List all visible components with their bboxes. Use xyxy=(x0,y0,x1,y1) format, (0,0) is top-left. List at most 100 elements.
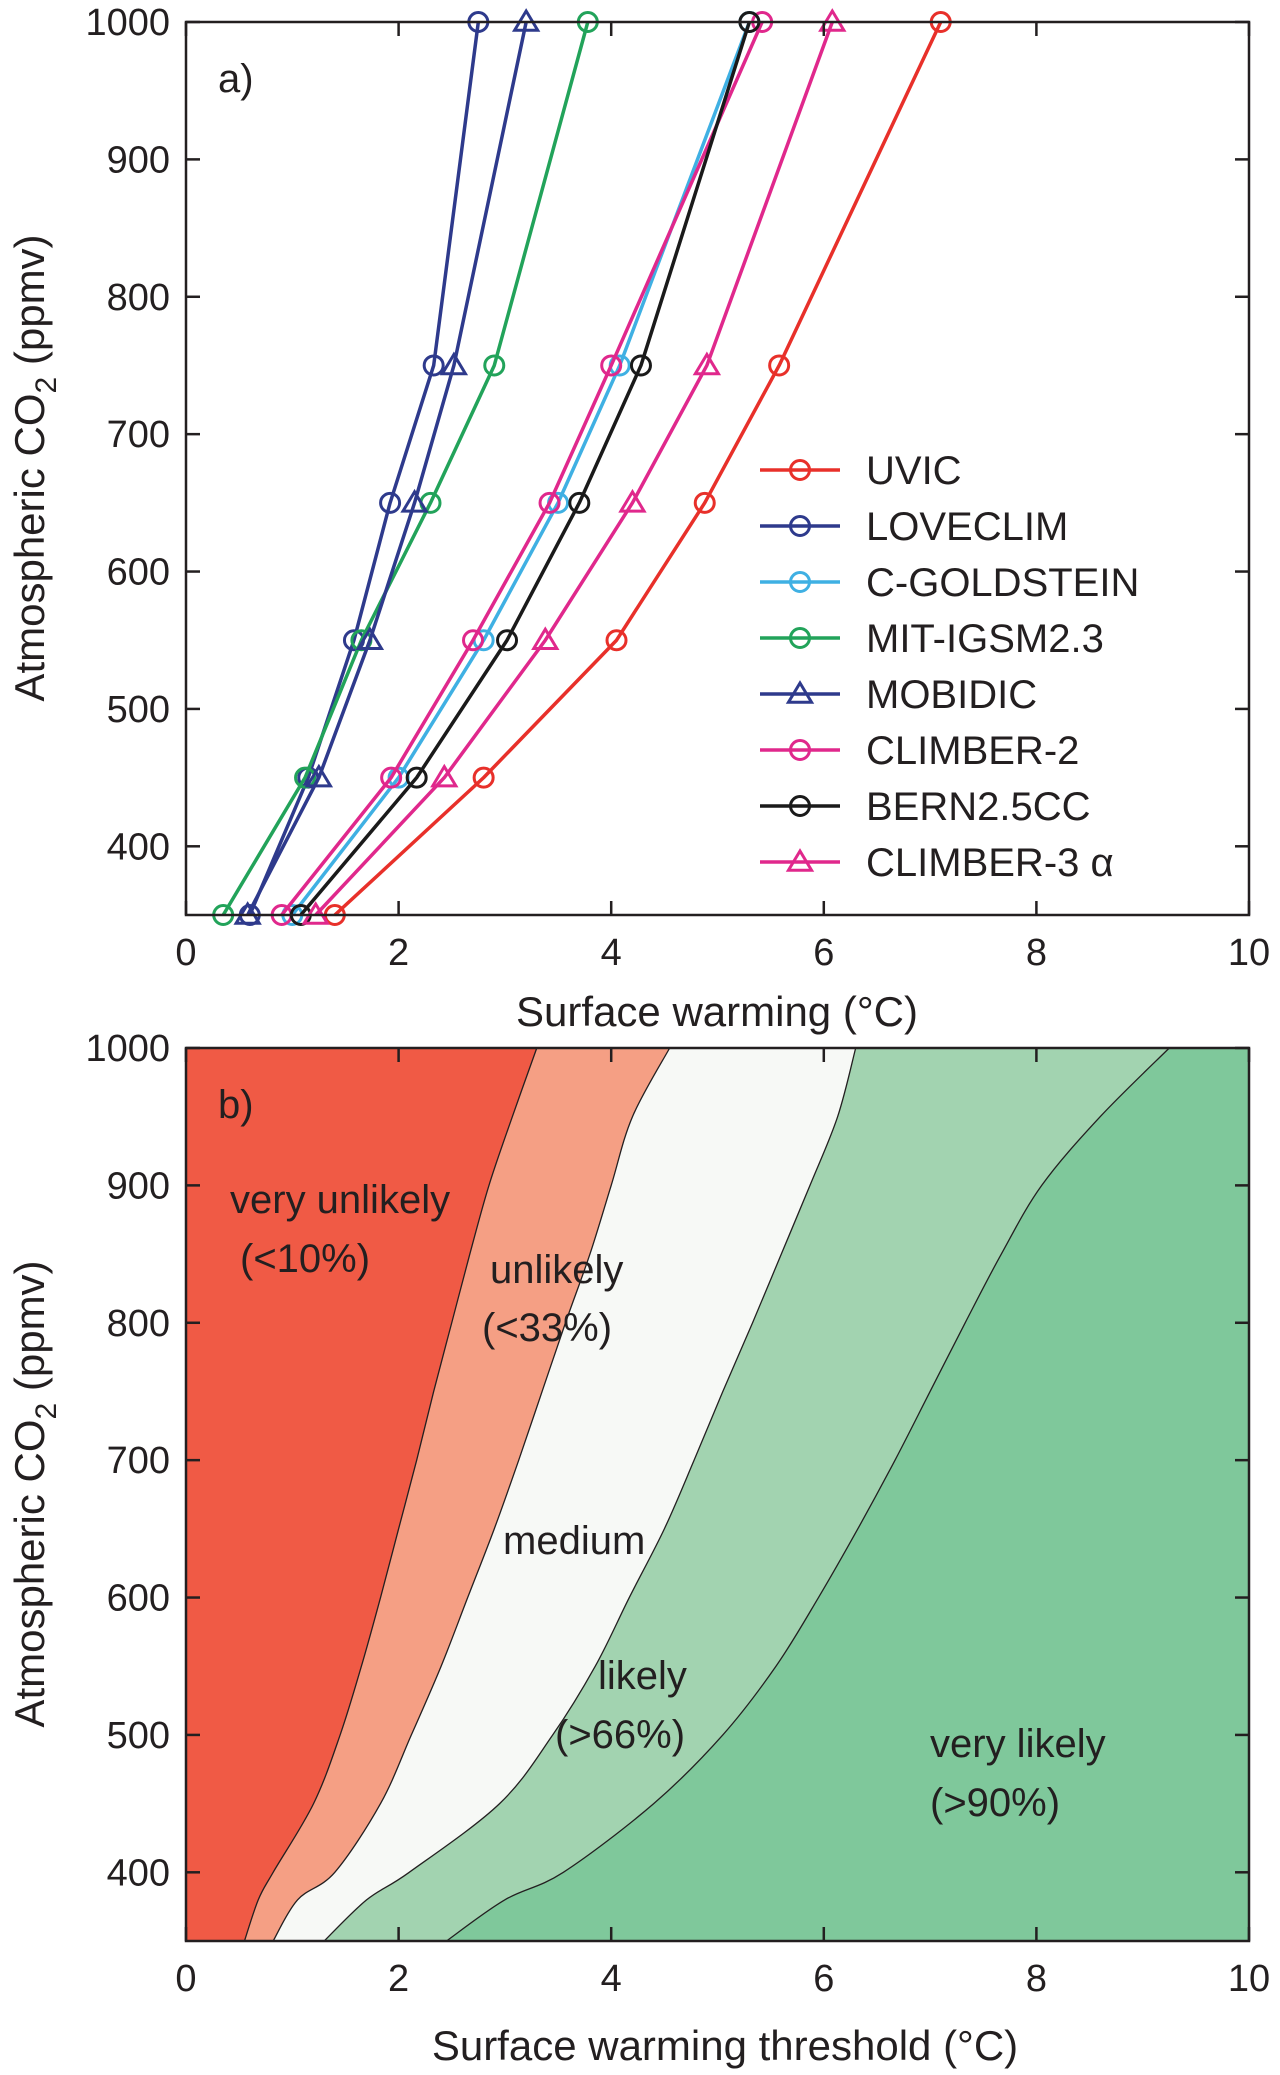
panel-a-y-tick-label: 500 xyxy=(107,689,170,731)
legend-label-climber-2: CLIMBER-2 xyxy=(866,729,1079,773)
region-label-unlikely: unlikely xyxy=(490,1248,623,1292)
legend-entry-c-goldstein: C-GOLDSTEIN xyxy=(760,561,1139,605)
panel-a-label: a) xyxy=(218,57,254,101)
panel-b-x-tick-label: 8 xyxy=(1026,1958,1047,2000)
series-climber-3 xyxy=(301,8,847,925)
panel-b-y-tick-label: 800 xyxy=(107,1303,170,1345)
panel-a-x-axis-label: Surface warming (°C) xyxy=(516,988,918,1035)
legend-entry-climber-2: CLIMBER-2 xyxy=(760,729,1079,773)
data-point-climber-3 xyxy=(301,901,330,925)
legend-swatch-marker xyxy=(789,795,811,817)
panel-b-x-tick-label: 2 xyxy=(388,1958,409,2000)
legend-swatch-marker xyxy=(789,627,811,649)
panel-a-y-tick-label: 600 xyxy=(107,552,170,594)
legend-swatch-marker xyxy=(785,680,815,704)
panel-a-ylabel-tail: (ppmv) xyxy=(6,234,53,376)
panel-b-x-tick-label: 6 xyxy=(813,1958,834,2000)
panel-b-regions-layer xyxy=(186,1048,1249,1941)
boundary-line-3 xyxy=(323,1047,857,1942)
data-point-mobidic xyxy=(304,763,334,788)
legend-swatch-marker xyxy=(789,459,811,481)
data-point-climber-2 xyxy=(462,629,485,652)
legend-label-uvic: UVIC xyxy=(866,449,962,493)
series-climber-2 xyxy=(270,11,774,926)
panel-a-y-tick-label: 1000 xyxy=(85,2,170,44)
panel-a-x-tick-label: 8 xyxy=(1026,932,1047,974)
panel-a-ylabel-main: Atmospheric CO xyxy=(6,393,53,701)
panel-a-line-chart: 0 2 4 6 8 10 400 500 600 700 800 900 1000 a) Surfac… xyxy=(6,2,1270,1035)
data-point-mobidic xyxy=(400,488,429,513)
panel-b-y-axis-label: Atmospheric CO2 (ppmv) xyxy=(6,1260,63,1727)
series-line-c-goldstein xyxy=(290,21,752,917)
panel-a-x-tick-labels: 0 2 4 6 8 10 xyxy=(175,932,1270,974)
data-point-climber-2 xyxy=(600,354,623,377)
legend-entry-mit-igsm2-3: MIT-IGSM2.3 xyxy=(760,617,1104,661)
series-line-uvic xyxy=(333,21,943,917)
region-medium xyxy=(273,1048,856,1941)
legend-swatch-marker xyxy=(789,571,811,593)
panel-a-y-tick-labels: 400 500 600 700 800 900 1000 xyxy=(85,2,170,868)
panel-b-y-tick-label: 600 xyxy=(107,1578,170,1620)
panel-b-y-tick-labels: 400 500 600 700 800 900 1000 xyxy=(85,1028,170,1894)
region-range-likely: (>66%) xyxy=(555,1713,685,1757)
region-label-medium: medium xyxy=(503,1519,645,1563)
data-point-climber-3 xyxy=(531,626,560,650)
legend-label-mobidic: MOBIDIC xyxy=(866,673,1037,717)
data-point-climber-3 xyxy=(430,763,459,788)
panel-b-label: b) xyxy=(218,1083,254,1127)
legend-entry-climber-3: CLIMBER-3 α xyxy=(760,841,1114,885)
panel-b-x-tick-labels: 0 2 4 6 8 10 xyxy=(175,1958,1270,2000)
series-mobidic xyxy=(233,8,541,925)
panel-b-plot-frame xyxy=(184,1046,1251,1943)
series-loveclim xyxy=(238,11,490,926)
panel-b-region-labels: very unlikely (<10%) unlikely (<33%) med… xyxy=(230,1178,1106,1825)
boundary-line-4 xyxy=(446,1047,1170,1942)
series-line-mobidic xyxy=(246,21,528,916)
data-point-climber-2 xyxy=(380,766,403,789)
panel-a-x-tick-label: 2 xyxy=(388,932,409,974)
region-very-unlikely xyxy=(186,1048,537,1941)
data-point-mit-igsm2-3 xyxy=(483,354,506,377)
region-range-very-likely: (>90%) xyxy=(930,1781,1060,1825)
panel-b-y-tick-label: 400 xyxy=(107,1852,170,1894)
legend-entry-uvic: UVIC xyxy=(760,449,962,493)
data-point-uvic xyxy=(605,629,628,652)
legend-entry-bern2-5cc: BERN2.5CC xyxy=(760,785,1091,829)
series-c-goldstein xyxy=(281,11,761,926)
panel-a-x-tick-label: 4 xyxy=(601,932,622,974)
panel-b-axis-ticks xyxy=(184,1046,1251,1941)
legend-swatch-marker xyxy=(785,848,815,872)
legend-label-bern2-5cc: BERN2.5CC xyxy=(866,785,1091,829)
legend-label-climber-3: CLIMBER-3 α xyxy=(866,841,1114,885)
panel-a-x-tick-label: 6 xyxy=(813,932,834,974)
panel-b-y-tick-label: 500 xyxy=(107,1715,170,1757)
boundary-line-2 xyxy=(272,1047,671,1942)
panel-b-x-tick-label: 4 xyxy=(601,1958,622,2000)
region-very-likely xyxy=(446,1048,1249,1941)
panel-a-y-axis-label: Atmospheric CO2 (ppmv) xyxy=(6,234,63,701)
panel-b-x-tick-label: 10 xyxy=(1228,1958,1270,2000)
panel-b-y-tick-label: 1000 xyxy=(85,1028,170,1070)
region-unlikely xyxy=(244,1048,670,1941)
legend-label-c-goldstein: C-GOLDSTEIN xyxy=(866,561,1139,605)
data-point-uvic xyxy=(693,491,716,514)
panel-b-ylabel-sub: 2 xyxy=(30,1403,63,1420)
data-point-bern2-5cc xyxy=(405,766,428,789)
panel-b-likelihood-map: 0 2 4 6 8 10 400 500 600 700 800 900 1000 b) Surfac… xyxy=(6,1028,1270,2069)
data-point-bern2-5cc xyxy=(568,491,591,514)
series-line-climber-3 xyxy=(314,21,834,917)
region-likely xyxy=(324,1048,1170,1941)
data-point-bern2-5cc xyxy=(629,354,652,377)
data-point-loveclim xyxy=(422,354,445,377)
panel-b-boundary-lines xyxy=(243,1047,1170,1942)
series-line-climber-2 xyxy=(280,21,764,917)
legend-swatch-marker xyxy=(789,515,811,537)
panel-a-series-layer xyxy=(212,8,952,926)
data-point-climber-3 xyxy=(618,488,647,513)
panel-a-y-tick-label: 700 xyxy=(107,414,170,456)
data-point-mobidic xyxy=(233,901,262,925)
panel-a-y-tick-label: 800 xyxy=(107,277,170,319)
panel-b-x-axis-label: Surface warming threshold (°C) xyxy=(432,2022,1018,2069)
region-range-unlikely: (<33%) xyxy=(482,1306,612,1350)
legend-label-loveclim: LOVECLIM xyxy=(866,505,1068,549)
